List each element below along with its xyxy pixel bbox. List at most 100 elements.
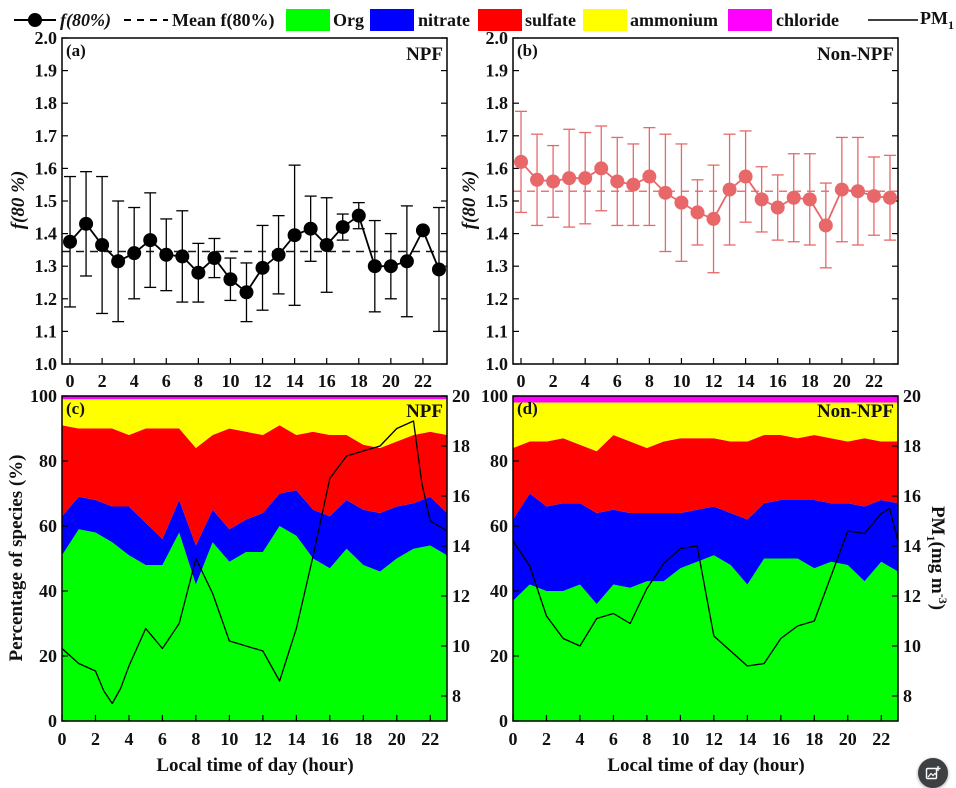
pm1-ylabel-text: PM [927, 506, 948, 536]
y-tick-label: 40 [490, 581, 508, 601]
y-tick-label: 1.5 [486, 191, 509, 211]
f80-point [690, 205, 705, 220]
y-tick-label: 1.4 [35, 224, 58, 244]
x-tick-label: 12 [705, 729, 723, 749]
y-tick-label: 2.0 [486, 28, 509, 48]
y-tick-label: 0 [499, 711, 508, 731]
f80-point [351, 208, 366, 223]
y-tick-label: 1.7 [35, 126, 58, 146]
x-tick-label: 22 [414, 371, 432, 391]
x-tick-label: 18 [805, 729, 823, 749]
x-tick-label: 12 [254, 371, 272, 391]
f80-point [594, 161, 609, 176]
xlabel-left: Local time of day (hour) [156, 755, 353, 776]
area-org [62, 526, 447, 721]
pm1-ylabel-unit: (mg m [927, 541, 948, 593]
panel-tag: (b) [517, 41, 538, 60]
plot-frame [512, 395, 899, 722]
add-image-button[interactable] [918, 758, 948, 788]
legend-sulfate-swatch [478, 9, 522, 31]
y-tick-label: 1.5 [35, 191, 58, 211]
f80-point [754, 192, 769, 207]
f80-point [530, 172, 545, 187]
x-tick-label: 16 [318, 371, 336, 391]
pm1-tick-label: 10 [903, 636, 921, 656]
y-tick-label: 1.3 [486, 256, 509, 276]
f80-point [287, 228, 302, 243]
percentage-ylabel: Percentage of species (%) [6, 455, 27, 662]
x-tick-label: 16 [772, 729, 790, 749]
legend-f80-marker [28, 13, 42, 27]
x-tick-label: 14 [286, 371, 304, 391]
f80-point [431, 262, 446, 277]
f80-point [834, 182, 849, 197]
x-tick-label: 12 [254, 729, 272, 749]
x-tick-label: 22 [421, 729, 439, 749]
y-tick-label: 1.6 [486, 158, 509, 178]
x-tick-label: 4 [581, 371, 590, 391]
legend-nitrate-swatch [370, 9, 414, 31]
x-tick-label: 6 [162, 371, 171, 391]
f80-point [255, 260, 270, 275]
f80-point [514, 154, 529, 169]
y-tick-label: 20 [39, 646, 57, 666]
plot-frame [61, 395, 448, 722]
x-tick-label: 10 [221, 371, 239, 391]
f80-point [111, 254, 126, 269]
y-tick-label: 1.3 [35, 256, 58, 276]
pm1-ylabel-exp: -3 [936, 594, 950, 604]
y-tick-label: 0 [48, 711, 57, 731]
y-tick-label: 1.9 [486, 61, 509, 81]
f80-point [738, 169, 753, 184]
x-tick-label: 2 [98, 371, 107, 391]
x-tick-label: 18 [801, 371, 819, 391]
x-tick-label: 0 [509, 729, 518, 749]
y-tick-label: 1.6 [35, 158, 58, 178]
y-tick-label: 1.1 [35, 321, 58, 341]
x-tick-label: 20 [382, 371, 400, 391]
f80-point [159, 247, 174, 262]
y-tick-label: 80 [490, 451, 508, 471]
x-tick-label: 2 [91, 729, 100, 749]
f80-point [319, 238, 334, 253]
legend: f(80%) Mean f(80%) Org nitrate sulfate a… [14, 8, 954, 32]
pm1-line [512, 507, 899, 667]
x-tick-label: 14 [287, 729, 305, 749]
f80-point [546, 174, 561, 189]
f80-point [415, 223, 430, 238]
panel-type-label: NPF [406, 401, 443, 422]
panel-b-nonnpf-f80: 1.0 1.1 1.2 1.3 1.4 1.5 1.6 1.7 1.8 1.9 2.0 0 2 4 6 8 10… [486, 28, 899, 391]
pm1-tick-label: 20 [452, 386, 470, 406]
x-tick-label: 8 [642, 729, 651, 749]
f80-point [882, 190, 897, 205]
pm1-tick-label: 18 [452, 436, 470, 456]
panel-type-label: NPF [406, 44, 443, 65]
panel-tag: (c) [66, 399, 85, 418]
plot-frame [512, 37, 899, 365]
f80-series-line [69, 214, 440, 294]
x-tick-label: 8 [194, 371, 203, 391]
pm1-tick-label: 12 [903, 586, 921, 606]
legend-pm1-sub: 1 [948, 18, 954, 32]
f80-point [866, 189, 881, 204]
pm1-tick-label: 8 [903, 686, 912, 706]
pm1-tick-label: 10 [452, 636, 470, 656]
legend-org-swatch [286, 9, 330, 31]
f80-point [562, 171, 577, 186]
legend-pm1-text: PM [920, 8, 948, 28]
y-tick-label: 20 [490, 646, 508, 666]
f80-point [143, 233, 158, 248]
pm1-line [61, 420, 448, 705]
f80-point [271, 247, 286, 262]
x-tick-label: 4 [130, 371, 139, 391]
x-tick-label: 12 [705, 371, 723, 391]
area-ammonium [513, 402, 898, 452]
f80-ylabel-right: f(80 %) [459, 171, 480, 230]
x-tick-label: 16 [769, 371, 787, 391]
panel-a-npf-f80: 1.0 1.1 1.2 1.3 1.4 1.5 1.6 1.7 1.8 1.9 2.0 0 2 4 6 8 10… [35, 28, 448, 391]
pm1-tick-label: 14 [903, 536, 921, 556]
f80-point [79, 216, 94, 231]
y-tick-label: 1.9 [35, 61, 58, 81]
f80-point [642, 169, 657, 184]
